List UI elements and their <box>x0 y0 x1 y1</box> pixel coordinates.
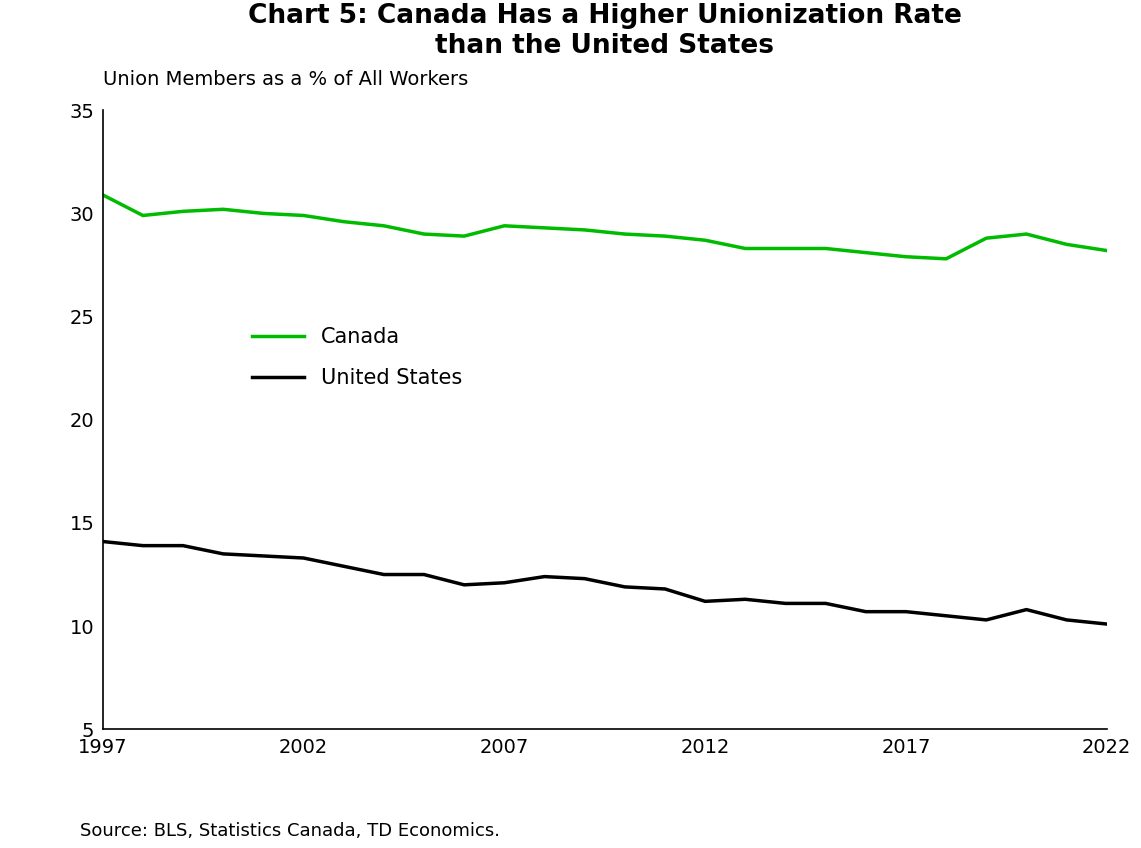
United States <box>979 615 993 625</box>
United States <box>497 577 511 588</box>
Legend: Canada, United States: Canada, United States <box>244 319 470 397</box>
Canada <box>297 210 310 220</box>
United States <box>939 611 953 621</box>
United States <box>778 599 792 609</box>
Canada <box>859 248 873 258</box>
Canada <box>979 233 993 243</box>
United States <box>1060 615 1074 625</box>
United States <box>899 606 913 616</box>
United States <box>458 580 471 590</box>
United States <box>658 584 672 594</box>
Canada <box>217 204 230 215</box>
United States <box>136 540 149 550</box>
Canada <box>176 206 189 216</box>
United States <box>577 573 591 583</box>
United States <box>257 551 270 561</box>
Line: United States: United States <box>103 542 1107 624</box>
Canada <box>738 243 752 254</box>
Canada <box>618 229 632 239</box>
Canada <box>497 220 511 231</box>
Canada <box>577 225 591 235</box>
Canada <box>1100 245 1114 255</box>
United States <box>337 561 350 572</box>
United States <box>738 594 752 605</box>
United States <box>176 540 189 550</box>
Canada <box>257 209 270 219</box>
Canada <box>899 252 913 262</box>
Canada <box>337 216 350 226</box>
Canada <box>377 220 390 231</box>
United States <box>1020 605 1034 615</box>
Line: Canada: Canada <box>103 195 1107 259</box>
United States <box>217 549 230 559</box>
Canada <box>939 254 953 264</box>
United States <box>96 537 110 547</box>
Text: Union Members as a % of All Workers: Union Members as a % of All Workers <box>103 70 468 89</box>
Canada <box>698 235 712 245</box>
Canada <box>658 231 672 241</box>
Canada <box>96 190 110 200</box>
Canada <box>458 231 471 241</box>
United States <box>698 596 712 606</box>
Canada <box>1020 229 1034 239</box>
United States <box>377 570 390 580</box>
United States <box>859 606 873 616</box>
Canada <box>136 210 149 220</box>
United States <box>618 582 632 592</box>
United States <box>1100 619 1114 629</box>
Canada <box>1060 239 1074 249</box>
Text: Source: BLS, Statistics Canada, TD Economics.: Source: BLS, Statistics Canada, TD Econo… <box>80 822 500 840</box>
Canada <box>418 229 431 239</box>
Canada <box>819 243 833 254</box>
Canada <box>778 243 792 254</box>
United States <box>418 570 431 580</box>
United States <box>819 599 833 609</box>
Canada <box>537 223 551 233</box>
Text: Chart 5: Canada Has a Higher Unionization Rate
than the United States: Chart 5: Canada Has a Higher Unionizatio… <box>248 3 962 59</box>
United States <box>537 572 551 582</box>
United States <box>297 553 310 563</box>
